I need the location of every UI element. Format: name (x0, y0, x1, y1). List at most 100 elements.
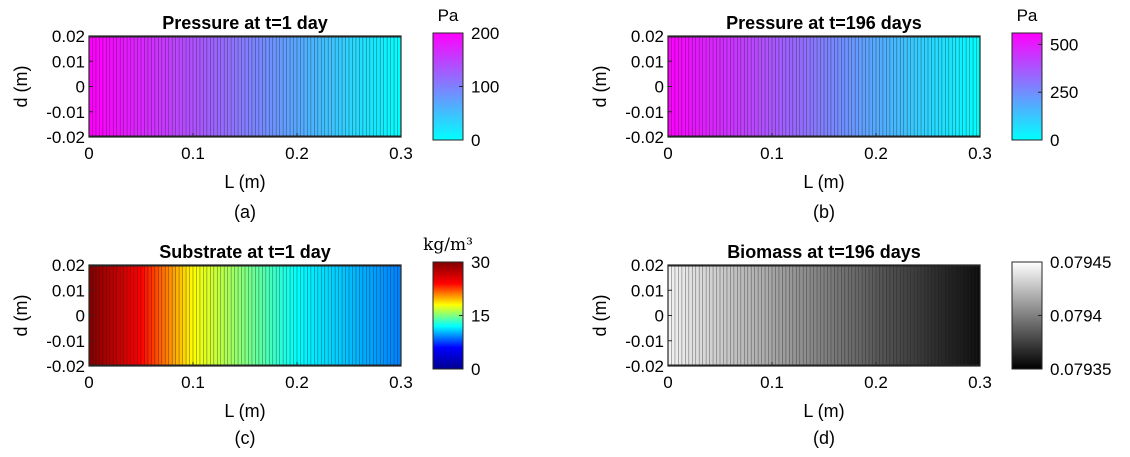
colorbar-tick-label: 30 (471, 253, 490, 272)
heatmap-cell (792, 36, 797, 137)
heatmap-cell (973, 265, 977, 366)
heatmap-cell (206, 265, 211, 366)
heatmap-cell (92, 265, 97, 366)
heatmap-cell (362, 265, 367, 366)
heatmap-cell (855, 36, 859, 137)
heatmap-field (668, 36, 981, 137)
x-tick-label: 0.2 (285, 373, 309, 392)
heatmap-cell (765, 36, 769, 137)
heatmap-cell (720, 265, 724, 366)
heatmap-cell (893, 36, 897, 137)
y-tick-label: 0.02 (52, 256, 85, 275)
heatmap-cell (827, 36, 832, 137)
panel-tag: (c) (235, 428, 256, 448)
heatmap-cell (713, 265, 717, 366)
colorbar-bar (1011, 261, 1043, 370)
colorbar-tick-label: 200 (471, 24, 499, 43)
x-tick-label: 0.3 (389, 373, 413, 392)
heatmap-cell (726, 265, 731, 366)
x-axis-label: L (m) (803, 172, 844, 192)
heatmap-cell (307, 36, 312, 137)
heatmap-cell (224, 36, 228, 137)
heatmap-cell (952, 36, 956, 137)
heatmap-cell (106, 265, 110, 366)
x-tick-label: 0.3 (968, 144, 992, 163)
colorbar-tick-label: 0 (471, 360, 480, 379)
heatmap-cell (934, 265, 939, 366)
heatmap-cell (931, 36, 936, 137)
heatmap-cell (747, 36, 752, 137)
y-axis-label: d (m) (11, 66, 31, 108)
panel-tag: (a) (234, 202, 256, 222)
heatmap-cell (116, 36, 121, 137)
heatmap-cell (134, 36, 138, 137)
heatmap-cell (151, 36, 156, 137)
x-tick-label: 0 (663, 373, 672, 392)
colorbar-label: Pa (438, 6, 459, 25)
heatmap-cell (709, 36, 714, 137)
heatmap-cell (865, 265, 870, 366)
heatmap-cell (154, 36, 159, 137)
heatmap-cell (886, 265, 891, 366)
heatmap-cell (213, 36, 218, 137)
heatmap-cell (744, 36, 748, 137)
heatmap-cell (269, 36, 273, 137)
heatmap-cell (141, 265, 145, 366)
x-tick-label: 0 (84, 373, 93, 392)
heatmap-cell (366, 265, 370, 366)
x-axis-label: L (m) (803, 401, 844, 421)
heatmap-cell (102, 265, 107, 366)
heatmap-cell (778, 36, 783, 137)
heatmap-cell (775, 36, 780, 137)
x-tick-label: 0.2 (864, 373, 888, 392)
colorbar-bar (1011, 32, 1043, 141)
heatmap-cell (678, 265, 683, 366)
heatmap-cell (681, 265, 686, 366)
heatmap-cell (914, 265, 918, 366)
heatmap-cell (955, 265, 960, 366)
y-tick-label: -0.02 (46, 357, 85, 376)
heatmap-cell (376, 36, 381, 137)
heatmap-cell (158, 36, 162, 137)
heatmap-cell (352, 265, 357, 366)
heatmap-cell (324, 265, 329, 366)
y-tick-label: -0.01 (46, 332, 85, 351)
heatmap-cell (168, 36, 173, 137)
colorbar-label: kg/m³ (423, 235, 473, 255)
heatmap-cell (945, 36, 949, 137)
heatmap-cell (182, 265, 187, 366)
heatmap-cell (331, 265, 336, 366)
heatmap-cell (824, 36, 828, 137)
heatmap-cell (837, 265, 842, 366)
heatmap-cell (303, 265, 308, 366)
colorbar-tick-label: 0.0794 (1050, 307, 1102, 326)
heatmap-cell (241, 36, 246, 137)
heatmap-cell (251, 265, 256, 366)
y-axis-label: d (m) (11, 295, 31, 337)
heatmap-cell (137, 265, 142, 366)
heatmap-cell (172, 265, 176, 366)
heatmap-cell (844, 265, 849, 366)
heatmap-cell (376, 265, 381, 366)
heatmap-cell (716, 36, 721, 137)
heatmap-cell (238, 265, 242, 366)
heatmap-cell (144, 265, 149, 366)
heatmap-cell (123, 36, 128, 137)
heatmap-cell (903, 265, 908, 366)
heatmap-cell (362, 36, 367, 137)
heatmap-cell (293, 265, 298, 366)
heatmap-cell (276, 36, 280, 137)
heatmap-cell (203, 265, 208, 366)
heatmap-cell (397, 265, 402, 366)
heatmap-cell (120, 265, 124, 366)
heatmap-cell (803, 265, 807, 366)
heatmap-cell (837, 36, 842, 137)
heatmap-cell (338, 36, 343, 137)
heatmap-cell (730, 36, 735, 137)
y-tick-label: -0.01 (625, 103, 664, 122)
heatmap-cell (349, 36, 353, 137)
y-axis-label: d (m) (590, 66, 610, 108)
heatmap-cell (775, 265, 780, 366)
heatmap-cell (199, 265, 204, 366)
heatmap-cell (265, 265, 270, 366)
